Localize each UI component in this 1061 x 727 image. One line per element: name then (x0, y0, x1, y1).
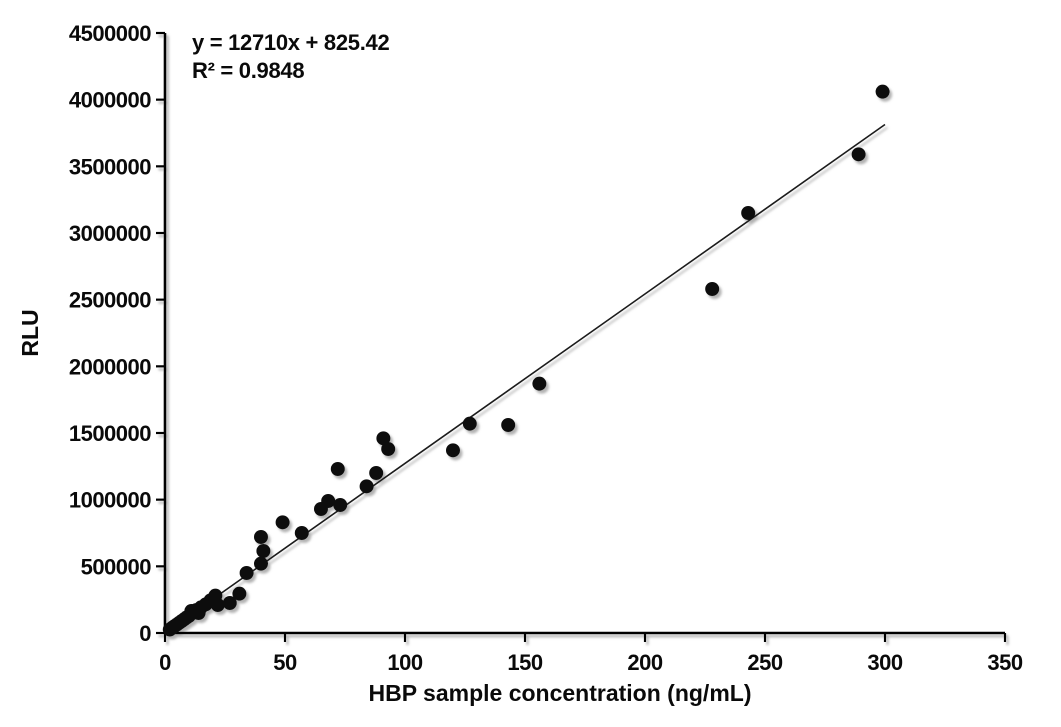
y-tick-label: 3500000 (69, 154, 151, 179)
data-point (254, 556, 268, 571)
data-point (851, 147, 866, 162)
x-tick-label: 50 (273, 650, 297, 675)
data-point (254, 530, 268, 544)
data-point (446, 443, 460, 458)
x-tick-label: 250 (747, 650, 782, 675)
plot-area (156, 31, 1007, 642)
data-points (162, 84, 890, 637)
data-point (275, 515, 290, 530)
y-axis-title: RLU (17, 309, 43, 356)
data-point (222, 596, 237, 610)
r-squared-label: R² = 0.9848 (192, 58, 304, 83)
data-point (359, 479, 374, 494)
x-tick-label: 150 (507, 650, 542, 675)
data-point (462, 416, 477, 431)
regression-line (166, 123, 886, 632)
data-point (330, 462, 345, 476)
y-tick-label: 4000000 (69, 88, 151, 113)
data-point (501, 418, 516, 432)
data-point (532, 376, 547, 391)
x-tick-label: 100 (387, 650, 422, 675)
data-point (256, 544, 271, 558)
data-point (376, 431, 391, 446)
trend-line (166, 123, 886, 632)
x-axis-title: HBP sample concentration (ng/mL) (369, 680, 752, 706)
x-tick-label: 300 (867, 650, 902, 675)
y-tick-label: 2000000 (69, 354, 151, 379)
data-point (369, 466, 384, 480)
y-tick-label: 500000 (81, 554, 152, 579)
data-point (239, 566, 254, 580)
data-point (333, 498, 348, 512)
x-tick-label: 200 (627, 650, 662, 675)
data-point (381, 442, 396, 456)
data-point (210, 598, 225, 612)
equation-label: y = 12710x + 825.42 (192, 30, 389, 55)
data-point (232, 586, 247, 601)
axes (156, 31, 1007, 642)
x-tick-labels: 0 50 100 150 200 250 300 350 (159, 650, 1023, 675)
x-tick-label: 350 (987, 650, 1022, 675)
data-point (875, 84, 890, 99)
data-point (705, 282, 720, 296)
y-tick-label: 4500000 (69, 21, 151, 46)
data-point (741, 206, 756, 220)
x-tick-label: 0 (159, 650, 171, 675)
data-point (321, 494, 336, 508)
y-tick-label: 1500000 (69, 421, 151, 446)
y-tick-label: 3000000 (69, 221, 151, 246)
y-tick-label: 2500000 (69, 288, 151, 313)
data-point (294, 526, 309, 540)
y-tick-label: 1000000 (69, 488, 151, 513)
y-tick-labels: 0 500000 1000000 1500000 2000000 2500000 30000… (69, 21, 152, 646)
y-tick-label: 0 (139, 621, 151, 646)
